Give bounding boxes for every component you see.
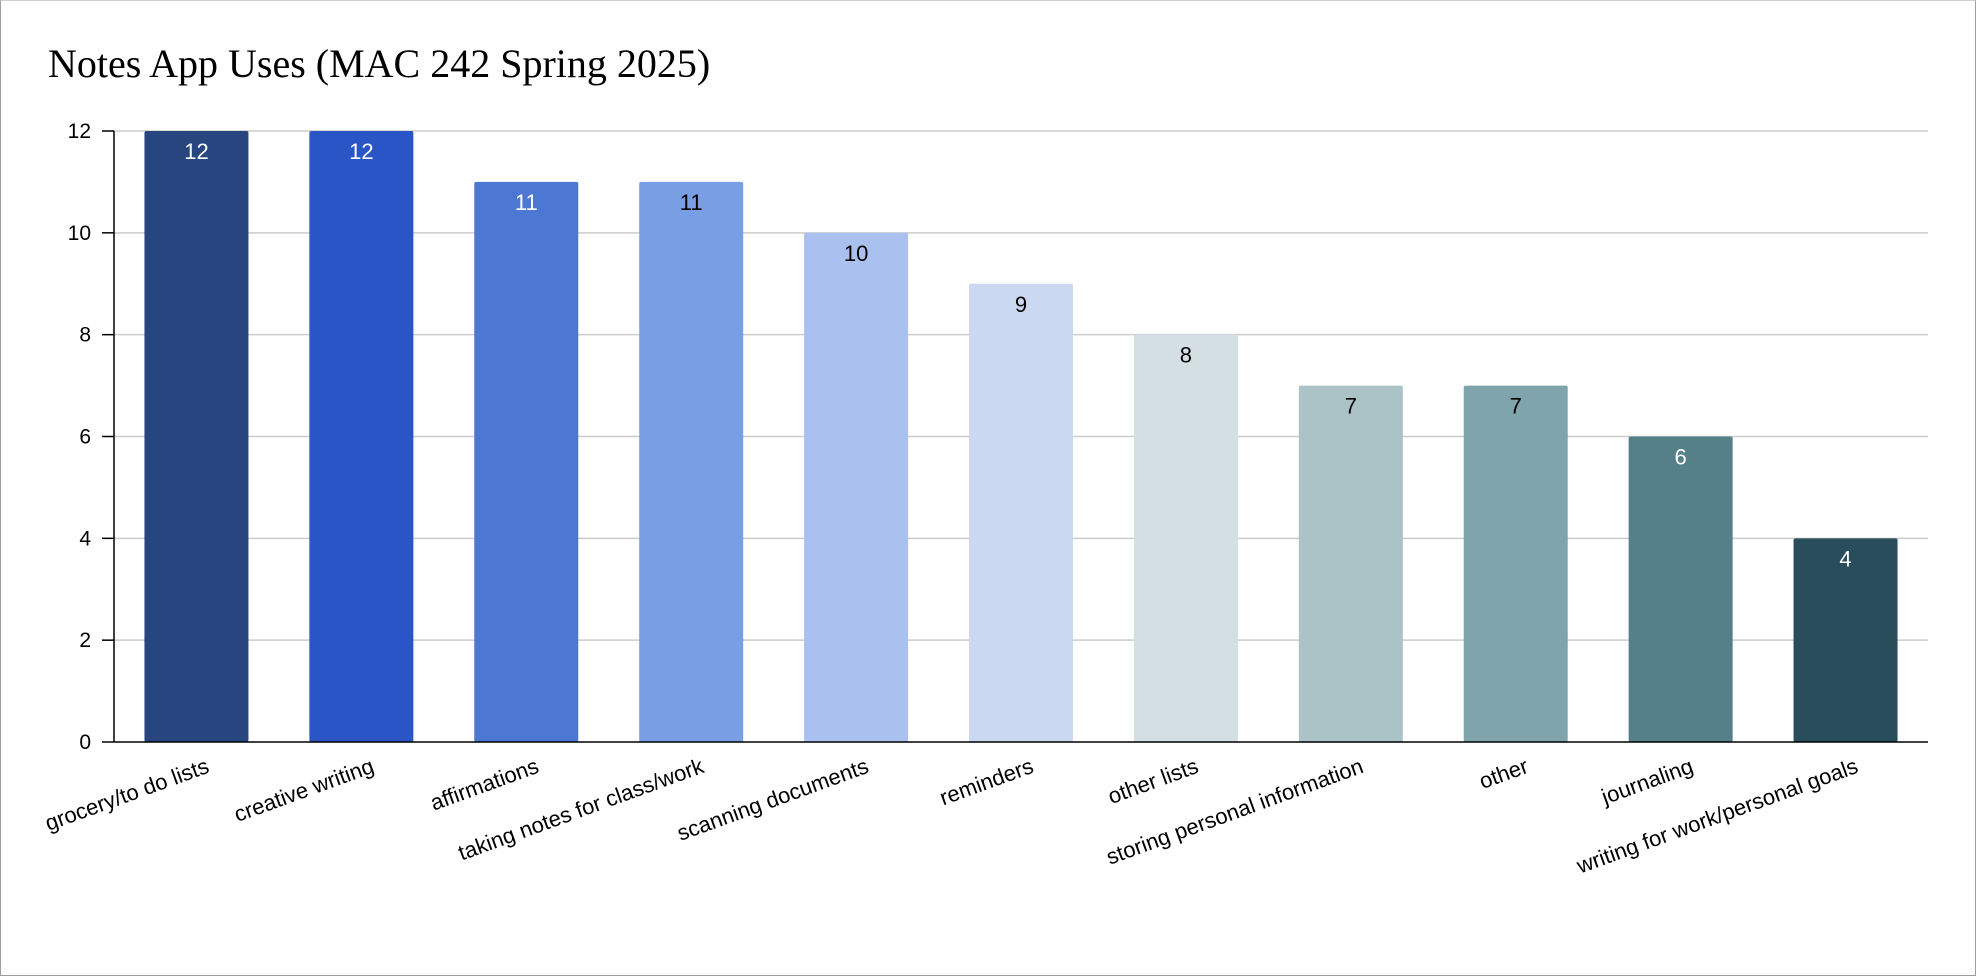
y-tick-label: 0	[79, 731, 91, 754]
data-label: 12	[349, 139, 373, 164]
bar	[804, 232, 909, 743]
data-label: 7	[1510, 394, 1522, 419]
x-tick-label: creative writing	[231, 753, 377, 827]
data-label: 8	[1180, 343, 1192, 368]
bar	[1133, 334, 1238, 742]
x-tick-label: reminders	[936, 753, 1036, 810]
y-axis: 0 2 4 6 8 10 12	[68, 120, 115, 754]
y-tick-label: 4	[79, 527, 91, 550]
bar	[144, 131, 249, 742]
chart-title: Notes App Uses (MAC 242 Spring 2025)	[48, 41, 711, 86]
x-tick-label: journaling	[1597, 753, 1696, 809]
y-tick-label: 12	[68, 120, 91, 143]
data-labels: 12 12 11 11 10 9 8 7 7 6 4	[184, 139, 1851, 571]
y-tick-label: 10	[68, 222, 91, 245]
bar	[474, 181, 579, 742]
x-tick-label: writing for work/personal goals	[1573, 753, 1862, 878]
x-tick-label: other lists	[1105, 753, 1202, 809]
data-label: 4	[1839, 546, 1851, 571]
bar	[1628, 436, 1733, 742]
data-label: 12	[184, 139, 208, 164]
x-tick-label: grocery/to do lists	[42, 753, 213, 835]
data-label: 6	[1675, 445, 1687, 470]
x-tick-label: other	[1476, 753, 1532, 794]
y-tick-label: 6	[79, 426, 91, 449]
bar	[1793, 538, 1898, 742]
y-tick-label: 8	[79, 324, 91, 347]
bar	[309, 131, 414, 742]
bar	[639, 181, 744, 742]
data-label: 11	[515, 190, 538, 215]
data-label: 7	[1345, 394, 1357, 419]
bar	[969, 283, 1073, 742]
data-label: 11	[680, 190, 703, 215]
y-tick-label: 2	[79, 629, 91, 652]
data-label: 9	[1015, 292, 1027, 317]
data-label: 10	[844, 241, 868, 266]
x-tick-label: affirmations	[427, 753, 542, 815]
bar	[1463, 385, 1568, 742]
bar	[1298, 385, 1403, 742]
x-axis: grocery/to do lists creative writing affir…	[42, 741, 1928, 879]
bars	[144, 131, 1898, 743]
